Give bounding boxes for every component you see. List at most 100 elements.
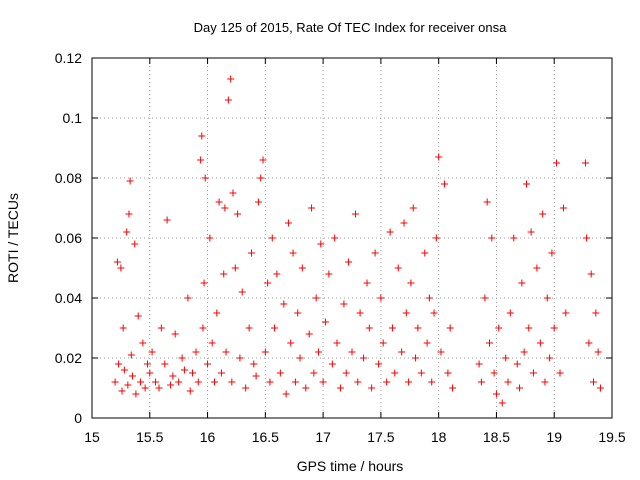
- y-tick-label: 0.08: [55, 170, 82, 186]
- y-axis-label: ROTI / TECUs: [5, 193, 21, 283]
- data-point: [152, 378, 160, 386]
- data-point: [171, 330, 179, 338]
- x-tick-label: 18.5: [483, 429, 510, 445]
- data-point: [317, 240, 325, 248]
- data-point: [428, 378, 436, 386]
- data-point: [268, 234, 276, 242]
- data-point: [141, 384, 149, 392]
- data-point: [498, 399, 506, 407]
- data-point: [550, 324, 558, 332]
- data-point: [302, 384, 310, 392]
- data-point: [388, 324, 396, 332]
- data-point: [271, 324, 279, 332]
- data-point: [210, 378, 218, 386]
- data-point: [402, 309, 410, 317]
- data-point: [513, 360, 521, 368]
- data-point: [175, 378, 183, 386]
- data-point: [247, 249, 255, 257]
- data-point: [131, 240, 139, 248]
- data-point: [189, 369, 197, 377]
- data-point: [157, 324, 165, 332]
- data-point: [386, 228, 394, 236]
- data-point: [289, 249, 297, 257]
- data-point: [319, 378, 327, 386]
- data-point: [325, 270, 333, 278]
- x-axis-label: GPS time / hours: [297, 458, 404, 474]
- data-point: [146, 369, 154, 377]
- data-point: [254, 198, 262, 206]
- y-tick-label: 0: [74, 410, 82, 426]
- data-point: [287, 339, 295, 347]
- data-point: [331, 234, 339, 242]
- data-point: [215, 198, 223, 206]
- data-point: [432, 234, 440, 242]
- data-point: [421, 249, 429, 257]
- data-point: [224, 96, 232, 104]
- data-point: [417, 369, 425, 377]
- data-point: [229, 189, 237, 197]
- data-point: [477, 378, 485, 386]
- data-point: [449, 384, 457, 392]
- data-point: [440, 180, 448, 188]
- data-point: [208, 339, 216, 347]
- x-tick-label: 17.5: [367, 429, 394, 445]
- data-point: [394, 264, 402, 272]
- data-point: [553, 159, 561, 167]
- data-point: [351, 210, 359, 218]
- data-point: [583, 234, 591, 242]
- data-point: [118, 387, 126, 395]
- data-point: [405, 378, 413, 386]
- y-axis-ticks: 0 0.02 0.04 0.06 0.08 0.1 0.12: [55, 50, 612, 426]
- data-point: [298, 264, 306, 272]
- data-point: [592, 309, 600, 317]
- data-point: [128, 372, 136, 380]
- y-tick-label: 0.04: [55, 290, 82, 306]
- data-point: [198, 132, 206, 140]
- data-point: [481, 294, 489, 302]
- data-point: [250, 360, 258, 368]
- data-point: [444, 369, 452, 377]
- data-point: [119, 324, 127, 332]
- data-point: [407, 279, 415, 287]
- data-point: [137, 378, 145, 386]
- data-point: [206, 234, 214, 242]
- data-point: [414, 324, 422, 332]
- data-point: [345, 258, 353, 266]
- data-point: [533, 264, 541, 272]
- data-point: [291, 378, 299, 386]
- data-point: [310, 369, 318, 377]
- grid-lines: [92, 58, 612, 418]
- x-tick-label: 17: [315, 429, 331, 445]
- data-point: [126, 177, 134, 185]
- x-tick-label: 19: [546, 429, 562, 445]
- x-tick-label: 16.5: [252, 429, 279, 445]
- data-point: [120, 366, 128, 374]
- data-point: [516, 384, 524, 392]
- data-point: [273, 270, 281, 278]
- data-point: [178, 354, 186, 362]
- data-points: [111, 75, 604, 407]
- x-tick-label: 19.5: [598, 429, 625, 445]
- data-point: [383, 378, 391, 386]
- data-point: [363, 279, 371, 287]
- data-point: [430, 309, 438, 317]
- data-point: [365, 324, 373, 332]
- data-point: [264, 279, 272, 287]
- data-point: [201, 174, 209, 182]
- data-point: [125, 210, 133, 218]
- data-point: [543, 294, 551, 302]
- data-point: [284, 219, 292, 227]
- data-point: [197, 156, 205, 164]
- data-point: [221, 204, 229, 212]
- data-point: [180, 366, 188, 374]
- data-point: [213, 309, 221, 317]
- data-point: [321, 318, 329, 326]
- data-point: [360, 354, 368, 362]
- data-point: [139, 339, 147, 347]
- data-point: [398, 348, 406, 356]
- data-point: [529, 369, 537, 377]
- data-point: [594, 348, 602, 356]
- data-point: [169, 372, 177, 380]
- data-point: [296, 354, 304, 362]
